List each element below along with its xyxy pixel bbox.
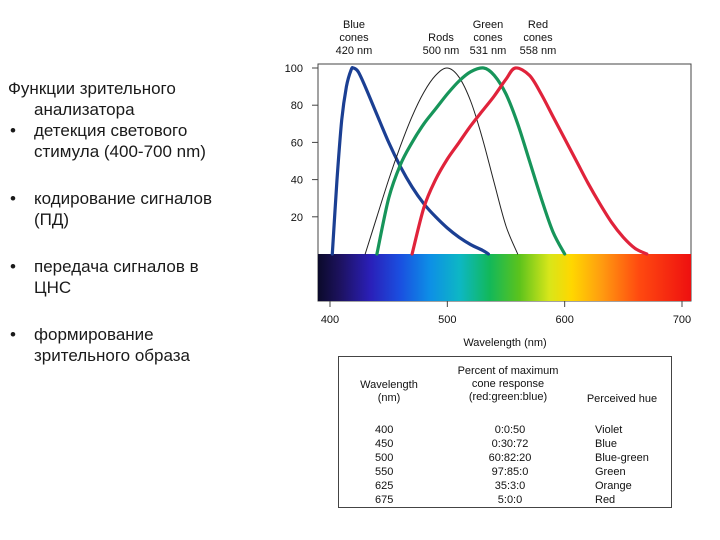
bullet-item: • кодирование сигналов (ПД) bbox=[8, 188, 293, 230]
series-label: 500 nm bbox=[423, 45, 460, 57]
bullet-dot: • bbox=[10, 121, 16, 140]
bullet-text: передача сигналов в bbox=[34, 257, 199, 276]
series-label: cones bbox=[339, 32, 369, 44]
table-row: 500 60:82:20 Blue-green bbox=[339, 451, 671, 465]
x-tick-label: 400 bbox=[321, 314, 339, 326]
cell-hue: Green bbox=[595, 466, 626, 478]
x-tick-label: 500 bbox=[438, 314, 456, 326]
x-axis: 400 500 600 700 bbox=[321, 301, 691, 326]
series-label: Red bbox=[528, 19, 548, 31]
cell-hue: Violet bbox=[595, 424, 623, 436]
x-tick-label: 700 bbox=[673, 314, 691, 326]
table-body: 400 0:0:50 Violet 450 0:30:72 Blue 500 60:82:20… bbox=[339, 423, 671, 507]
cell-response: 60:82:20 bbox=[488, 452, 532, 464]
header-percent: Percent of maximum cone response (red:gr… bbox=[445, 365, 571, 404]
bullet-text: стимула (400-700 nm) bbox=[34, 142, 206, 161]
series-line-0 bbox=[330, 66, 490, 256]
header-hue: Perceived hue bbox=[586, 393, 658, 405]
series-label: 558 nm bbox=[520, 45, 557, 57]
bullet-text: формирование bbox=[34, 325, 154, 344]
bullet-item: • детекция светового стимула (400-700 nm… bbox=[8, 120, 293, 162]
cell-response: 97:85:0 bbox=[491, 466, 529, 478]
slide-text: Функции зрительного анализатора • детекц… bbox=[8, 78, 293, 366]
bullet-text: детекция светового bbox=[34, 121, 188, 140]
bullet-dot: • bbox=[10, 189, 16, 208]
cell-hue: Orange bbox=[595, 480, 632, 492]
series-label: Rods bbox=[428, 32, 454, 44]
header-percent-line: Percent of maximum bbox=[457, 365, 559, 377]
series-line-3 bbox=[410, 66, 649, 256]
series-label: cones bbox=[473, 32, 503, 44]
series-label: cones bbox=[523, 32, 553, 44]
header-percent-line: (red:green:blue) bbox=[468, 391, 548, 403]
bullet-text: зрительного образа bbox=[34, 346, 191, 365]
series-label: 420 nm bbox=[336, 45, 373, 57]
table-row: 675 5:0:0 Red bbox=[339, 493, 671, 507]
y-tick-label: 60 bbox=[291, 137, 303, 149]
cell-response: 35:3:0 bbox=[494, 480, 526, 492]
x-axis-label: Wavelength (nm) bbox=[463, 337, 546, 349]
header-wavelength-line: (nm) bbox=[377, 392, 401, 404]
table-row: 400 0:0:50 Violet bbox=[339, 423, 671, 437]
y-tick-label: 80 bbox=[291, 100, 303, 112]
bullet-dot: • bbox=[10, 257, 16, 276]
bullet-dot: • bbox=[10, 325, 16, 344]
header-wavelength: Wavelength (nm) bbox=[355, 379, 423, 405]
table-row: 550 97:85:0 Green bbox=[339, 465, 671, 479]
cell-response: 5:0:0 bbox=[497, 494, 523, 506]
series-line-2 bbox=[375, 66, 567, 256]
y-tick-label: 20 bbox=[291, 212, 303, 224]
spectrum-bar bbox=[318, 254, 691, 301]
series-label: Green bbox=[473, 19, 504, 31]
cell-response: 0:30:72 bbox=[491, 438, 529, 450]
cell-response: 0:0:50 bbox=[494, 424, 526, 436]
cell-wavelength: 450 bbox=[375, 438, 394, 450]
bullet-item: • формирование зрительного образа bbox=[8, 324, 293, 366]
table-row: 625 35:3:0 Orange bbox=[339, 479, 671, 493]
series-line-1 bbox=[364, 67, 519, 255]
series-label: Blue bbox=[343, 19, 365, 31]
y-tick-label: 40 bbox=[291, 175, 303, 187]
slide-heading: Функции зрительного анализатора bbox=[8, 78, 293, 120]
bullet-text: кодирование сигналов bbox=[34, 189, 213, 208]
cell-wavelength: 550 bbox=[375, 466, 394, 478]
header-wavelength-line: Wavelength bbox=[360, 379, 418, 391]
bullet-item: • передача сигналов в ЦНС bbox=[8, 256, 293, 298]
cell-hue: Red bbox=[595, 494, 616, 506]
bullet-text: ЦНС bbox=[34, 278, 72, 297]
cell-wavelength: 500 bbox=[375, 452, 394, 464]
heading-line-2: анализатора bbox=[34, 100, 135, 119]
bullet-list: • детекция светового стимула (400-700 nm… bbox=[8, 120, 293, 366]
series-label: 531 nm bbox=[470, 45, 507, 57]
cell-wavelength: 675 bbox=[375, 494, 394, 506]
cell-hue: Blue bbox=[595, 438, 618, 450]
y-tick-label: 100 bbox=[285, 63, 303, 75]
cell-wavelength: 625 bbox=[375, 480, 394, 492]
cone-response-table: Wavelength (nm) Percent of maximum cone … bbox=[338, 356, 672, 508]
header-percent-line: cone response bbox=[471, 378, 545, 390]
cell-hue: Blue-green bbox=[595, 452, 649, 464]
table-row: 450 0:30:72 Blue bbox=[339, 437, 671, 451]
bullet-text: (ПД) bbox=[34, 210, 70, 229]
curves bbox=[330, 66, 649, 256]
cell-wavelength: 400 bbox=[375, 424, 394, 436]
heading-line-1: Функции зрительного bbox=[8, 79, 176, 98]
y-axis: 100 80 60 40 20 bbox=[285, 63, 318, 224]
x-tick-label: 600 bbox=[555, 314, 573, 326]
